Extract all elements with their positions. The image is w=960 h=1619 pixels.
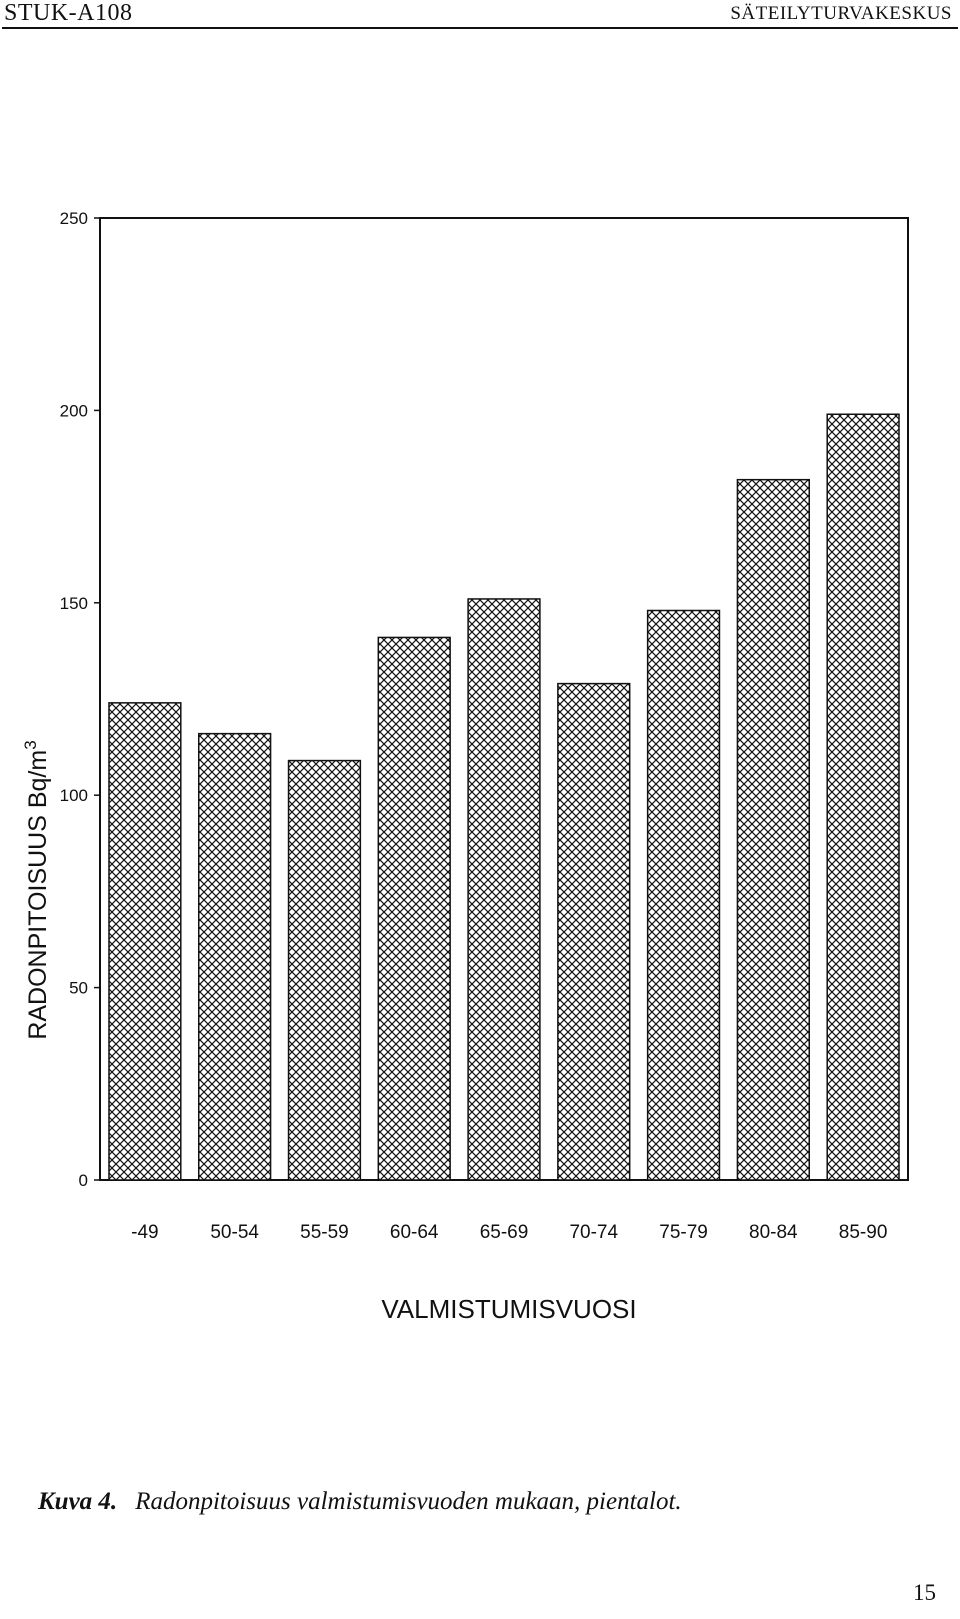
x-tick-label: 75-79 (659, 1222, 708, 1243)
x-tick-label: 60-64 (390, 1222, 439, 1243)
report-id: STUK-A108 (4, 0, 133, 26)
bar (467, 598, 541, 1181)
page-header: STUK-A108 SÄTEILYTURVAKESKUS (0, 0, 960, 30)
y-tick-label: 100 (60, 786, 88, 805)
bar (736, 478, 810, 1181)
bar-chart: 0 50 100 150 200 250 -49 50-54 55-59 60-64 65-69 7… (21, 209, 909, 1324)
x-tick-label: -49 (131, 1222, 158, 1243)
x-tick-label: 55-59 (300, 1222, 349, 1243)
bar (826, 413, 900, 1181)
x-tick-label: 70-74 (569, 1222, 618, 1243)
organization-name: SÄTEILYTURVAKESKUS (730, 3, 952, 24)
y-tick-label: 0 (79, 1171, 88, 1190)
y-tick-label: 50 (69, 979, 88, 998)
figure-caption: Kuva 4. Radonpitoisuus valmistumisvuoden … (38, 1488, 682, 1516)
y-tick-label: 200 (60, 401, 88, 420)
x-tick-label: 50-54 (210, 1222, 259, 1243)
caption-text: Radonpitoisuus valmistumisvuoden mukaan,… (135, 1488, 682, 1515)
x-axis-title: VALMISTUMISVUOSI (381, 1294, 636, 1324)
bar (377, 636, 451, 1181)
y-axis: 0 50 100 150 200 250 (60, 209, 100, 1190)
y-axis-title-superscript: 3 (21, 740, 40, 749)
bar (198, 732, 272, 1181)
y-axis-title-text: RADONPITOISUUS Bq/m (24, 750, 52, 1040)
caption-label: Kuva 4. (38, 1488, 118, 1515)
page-number: 15 (913, 1580, 936, 1605)
bar (557, 682, 631, 1181)
bar (646, 609, 721, 1181)
header-rule (2, 27, 958, 29)
x-tick-label: 85-90 (839, 1222, 888, 1243)
y-tick-label: 250 (60, 209, 88, 228)
bar (287, 759, 362, 1181)
x-tick-labels: -49 50-54 55-59 60-64 65-69 70-74 75-79 80-84 85… (131, 1222, 887, 1243)
x-tick-label: 65-69 (480, 1222, 529, 1243)
y-axis-title: RADONPITOISUUS Bq/m3 (21, 740, 52, 1039)
y-tick-label: 150 (60, 594, 88, 613)
bars (108, 413, 900, 1181)
bar (108, 702, 182, 1181)
x-tick-label: 80-84 (749, 1222, 798, 1243)
